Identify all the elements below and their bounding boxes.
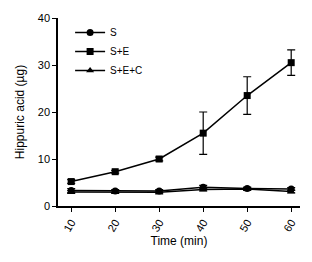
svg-text:10: 10 bbox=[38, 153, 50, 165]
svg-text:30: 30 bbox=[149, 217, 166, 234]
svg-text:S+E: S+E bbox=[110, 46, 130, 57]
svg-text:40: 40 bbox=[38, 12, 50, 24]
svg-text:20: 20 bbox=[105, 217, 122, 234]
svg-text:S+E+C: S+E+C bbox=[110, 65, 142, 76]
svg-text:20: 20 bbox=[38, 106, 50, 118]
svg-text:30: 30 bbox=[38, 59, 50, 71]
svg-text:40: 40 bbox=[193, 217, 210, 234]
svg-text:S: S bbox=[110, 27, 117, 38]
svg-text:0: 0 bbox=[44, 200, 50, 212]
svg-text:50: 50 bbox=[237, 217, 254, 234]
svg-text:Time (min): Time (min) bbox=[151, 234, 208, 248]
svg-text:10: 10 bbox=[61, 217, 78, 234]
svg-text:Hippuric acid (µg): Hippuric acid (µg) bbox=[13, 65, 27, 159]
svg-text:60: 60 bbox=[281, 217, 298, 234]
